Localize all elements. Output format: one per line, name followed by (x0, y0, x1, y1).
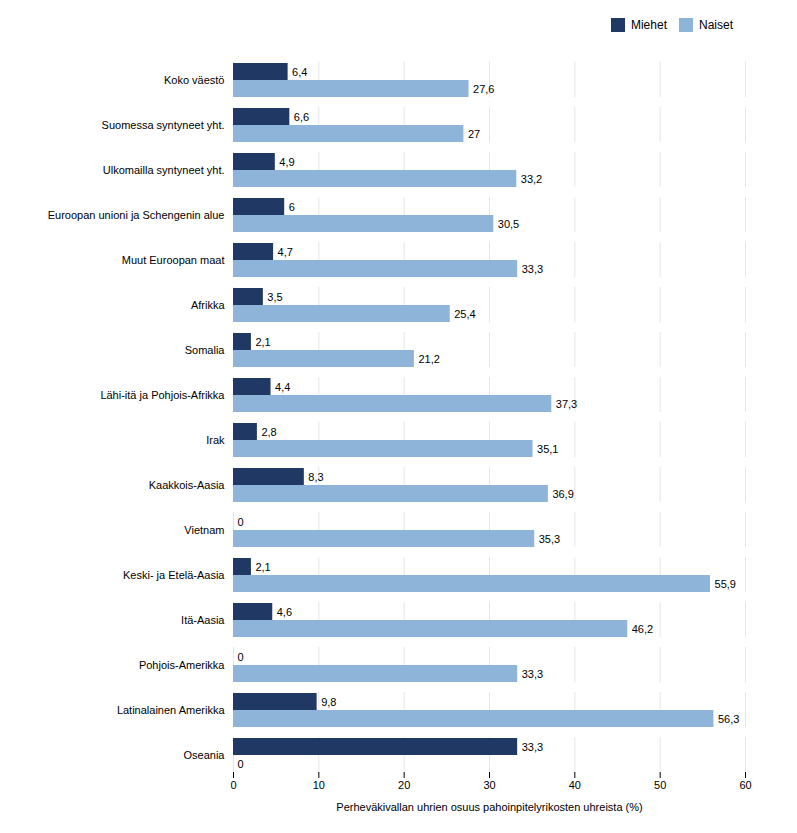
svg-text:40: 40 (569, 779, 581, 791)
svg-text:55,9: 55,9 (715, 578, 736, 590)
svg-text:3,5: 3,5 (267, 291, 282, 303)
svg-text:46,2: 46,2 (632, 623, 653, 635)
svg-text:35,1: 35,1 (537, 443, 558, 455)
svg-text:Muut Euroopan maat: Muut Euroopan maat (122, 254, 225, 266)
svg-text:4,6: 4,6 (277, 606, 292, 618)
svg-text:2,8: 2,8 (261, 426, 276, 438)
svg-text:27: 27 (468, 128, 480, 140)
svg-text:33,3: 33,3 (522, 263, 543, 275)
svg-text:6,6: 6,6 (294, 111, 309, 123)
svg-text:37,3: 37,3 (556, 398, 577, 410)
html-text:Naiset: Naiset (699, 17, 733, 32)
svg-text:33,2: 33,2 (521, 173, 542, 185)
svg-text:35,3: 35,3 (539, 533, 560, 545)
svg-text:Afrikka: Afrikka (191, 299, 226, 311)
svg-text:4,9: 4,9 (279, 156, 294, 168)
svg-text:2,1: 2,1 (255, 336, 270, 348)
svg-text:0: 0 (238, 758, 244, 770)
svg-text:Pohjois-Amerikka: Pohjois-Amerikka (139, 659, 225, 671)
svg-text:Euroopan unioni ja Schengenin: Euroopan unioni ja Schengenin alue (48, 209, 225, 221)
svg-text:0: 0 (230, 779, 236, 791)
svg-text:21,2: 21,2 (418, 353, 439, 365)
svg-text:Koko väestö: Koko väestö (164, 74, 225, 86)
svg-text:27,6: 27,6 (473, 83, 494, 95)
svg-text:36,9: 36,9 (552, 488, 573, 500)
svg-text:Latinalainen Amerikka: Latinalainen Amerikka (117, 704, 226, 716)
svg-text:4,7: 4,7 (278, 246, 293, 258)
svg-text:Keski- ja Etelä-Aasia: Keski- ja Etelä-Aasia (123, 569, 225, 581)
svg-text:Perheväkivallan uhrien osuus p: Perheväkivallan uhrien osuus pahoinpitel… (336, 801, 642, 813)
svg-text:Irak: Irak (206, 434, 225, 446)
svg-text:30: 30 (483, 779, 495, 791)
svg-text:8,3: 8,3 (308, 471, 323, 483)
svg-text:Ulkomailla syntyneet yht.: Ulkomailla syntyneet yht. (103, 164, 225, 176)
svg-text:50: 50 (654, 779, 666, 791)
svg-text:Somalia: Somalia (185, 344, 226, 356)
svg-text:6: 6 (289, 201, 295, 213)
html-text:Miehet: Miehet (631, 17, 667, 32)
svg-text:25,4: 25,4 (454, 308, 475, 320)
svg-text:6,4: 6,4 (292, 66, 307, 78)
svg-text:4,4: 4,4 (275, 381, 290, 393)
svg-text:Kaakkois-Aasia: Kaakkois-Aasia (149, 479, 226, 491)
svg-text:Itä-Aasia: Itä-Aasia (181, 614, 225, 626)
svg-text:60: 60 (739, 779, 751, 791)
svg-text:20: 20 (398, 779, 410, 791)
svg-text:Lähi-itä ja Pohjois-Afrikka: Lähi-itä ja Pohjois-Afrikka (100, 389, 225, 401)
svg-text:9,8: 9,8 (321, 696, 336, 708)
svg-text:Suomessa syntyneet yht.: Suomessa syntyneet yht. (102, 119, 225, 131)
svg-text:Oseania: Oseania (184, 749, 226, 761)
svg-text:2,1: 2,1 (255, 561, 270, 573)
svg-text:0: 0 (238, 516, 244, 528)
svg-text:0: 0 (238, 651, 244, 663)
svg-text:33,3: 33,3 (522, 741, 543, 753)
svg-text:Vietnam: Vietnam (184, 524, 224, 536)
svg-text:33,3: 33,3 (522, 668, 543, 680)
svg-text:30,5: 30,5 (498, 218, 519, 230)
svg-text:10: 10 (313, 779, 325, 791)
svg-text:56,3: 56,3 (718, 713, 739, 725)
